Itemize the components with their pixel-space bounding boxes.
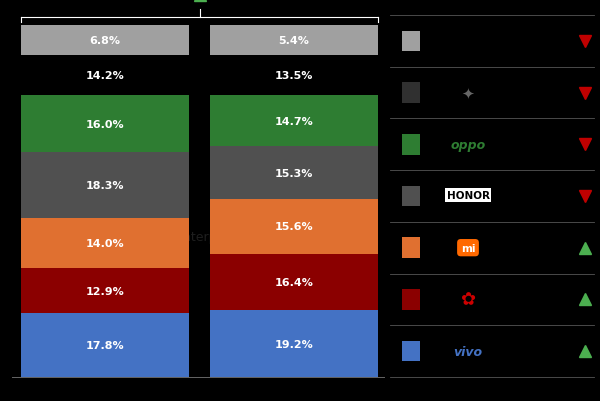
Text: vivo: vivo: [454, 345, 482, 358]
Bar: [210, 310, 378, 377]
Text: 14.0%: 14.0%: [86, 238, 124, 248]
Text: HONOR: HONOR: [446, 191, 490, 200]
Text: © counterpoint: © counterpoint: [144, 230, 240, 243]
Bar: [21, 268, 189, 314]
Text: 12.9%: 12.9%: [86, 286, 124, 296]
Bar: [402, 341, 420, 361]
Text: 15.6%: 15.6%: [275, 222, 313, 232]
Bar: [402, 135, 420, 155]
Text: 16.0%: 16.0%: [86, 119, 124, 130]
Text: 16.4%: 16.4%: [275, 277, 313, 287]
Bar: [21, 26, 189, 56]
Text: 13.5%: 13.5%: [275, 71, 313, 81]
Bar: [402, 289, 420, 310]
Text: 14.7%: 14.7%: [275, 117, 313, 127]
Text: 15.3%: 15.3%: [275, 168, 313, 178]
Bar: [402, 32, 420, 52]
Bar: [210, 200, 378, 254]
Bar: [402, 238, 420, 258]
Bar: [21, 153, 189, 218]
Text: 6.8%: 6.8%: [89, 36, 121, 46]
Bar: [210, 26, 378, 56]
Bar: [21, 314, 189, 377]
Text: 17.8%: 17.8%: [86, 340, 124, 350]
Bar: [210, 147, 378, 200]
Text: 14.2%: 14.2%: [86, 71, 124, 81]
Bar: [402, 83, 420, 104]
Bar: [21, 218, 189, 268]
Bar: [210, 254, 378, 310]
Text: ✿: ✿: [460, 291, 476, 309]
Text: 5.4%: 5.4%: [278, 36, 310, 46]
Text: ✦: ✦: [461, 86, 475, 101]
Text: mi: mi: [461, 243, 475, 253]
Bar: [21, 96, 189, 153]
Text: 18.3%: 18.3%: [86, 180, 124, 190]
Bar: [210, 96, 378, 147]
Text: 19.2%: 19.2%: [275, 339, 313, 349]
Bar: [402, 186, 420, 207]
Text: oppo: oppo: [451, 138, 485, 152]
